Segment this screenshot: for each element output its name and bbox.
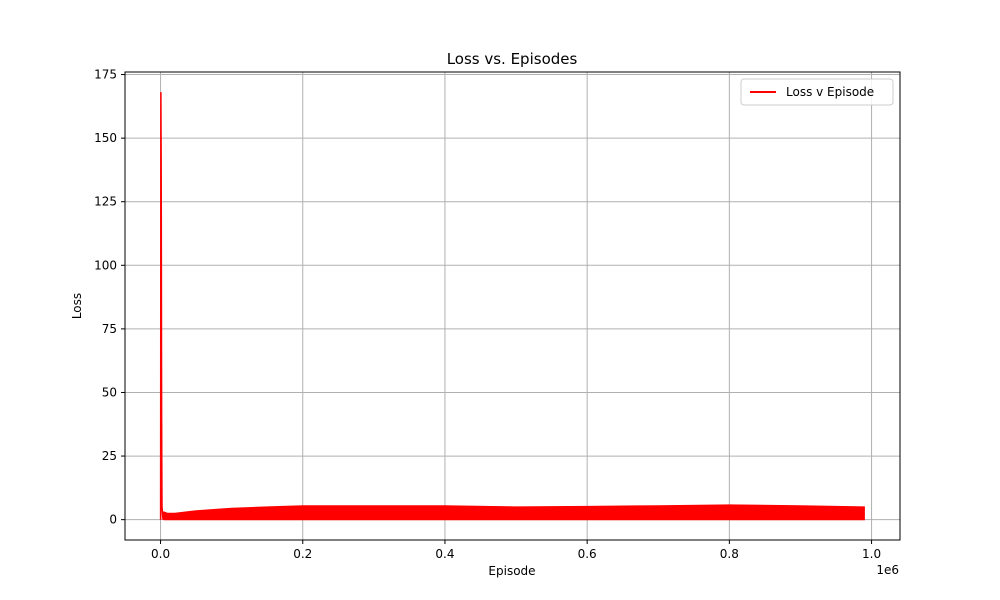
grid [125, 72, 900, 540]
y-tick-label: 50 [102, 385, 117, 399]
y-tick-label: 175 [94, 68, 117, 82]
x-tick-label: 0.8 [720, 547, 739, 561]
plot-frame [124, 71, 901, 541]
x-axis-ticks: 0.0 0.2 0.4 0.6 0.8 1.0 [151, 540, 881, 561]
y-tick-label: 0 [109, 513, 117, 527]
x-tick-label: 1.0 [862, 547, 881, 561]
y-axis-ticks: 0 25 50 75 100 125 150 175 [94, 68, 125, 527]
y-tick-label: 75 [102, 322, 117, 336]
series-noise-band [160, 92, 865, 521]
series-line-loss [159, 92, 865, 520]
x-tick-label: 0.2 [293, 547, 312, 561]
series-layer [159, 92, 865, 521]
legend: Loss v Episode [740, 78, 894, 106]
y-tick-label: 100 [94, 258, 117, 272]
x-axis-label: Episode [488, 564, 535, 578]
y-axis-label: Loss [70, 293, 84, 319]
legend-box [740, 78, 894, 106]
x-tick-label: 0.0 [151, 547, 170, 561]
y-tick-label: 150 [94, 131, 117, 145]
x-tick-label: 0.6 [578, 547, 597, 561]
legend-entry-loss: Loss v Episode [786, 85, 874, 99]
y-tick-label: 125 [94, 195, 117, 209]
x-tick-label: 0.4 [435, 547, 454, 561]
chart-title: Loss vs. Episodes [447, 50, 578, 68]
x-axis-offset-label: 1e6 [876, 563, 899, 577]
y-tick-label: 25 [102, 449, 117, 463]
